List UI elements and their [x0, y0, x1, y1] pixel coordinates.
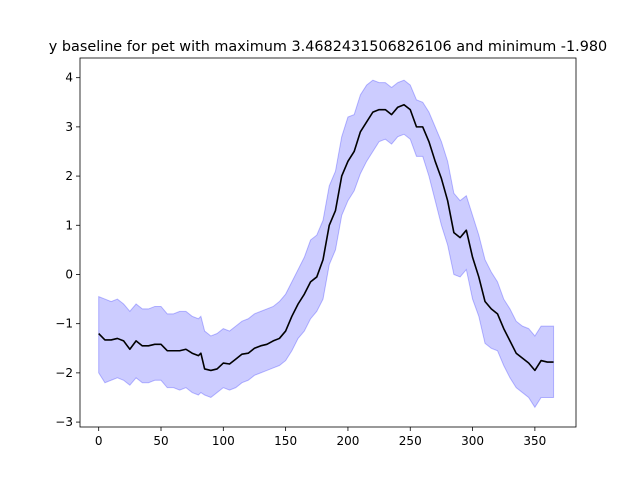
- x-tick-label: 200: [336, 434, 359, 448]
- y-axis: −3 −2 −1 0 1 2 3 4: [55, 71, 80, 429]
- x-tick-label: 350: [523, 434, 546, 448]
- x-tick-label: 100: [212, 434, 235, 448]
- y-tick-label: 4: [65, 71, 73, 85]
- y-tick-label: 3: [65, 120, 73, 134]
- series-line-layer: [98, 103, 554, 372]
- y-tick-label: −2: [55, 366, 73, 380]
- y-tick-label: 0: [65, 267, 73, 281]
- y-tick-label: 1: [65, 218, 73, 232]
- plot-area-frame: [79, 57, 577, 428]
- x-tick-label: 50: [153, 434, 168, 448]
- x-tick-label: 0: [95, 434, 103, 448]
- x-tick-label: 150: [274, 434, 297, 448]
- x-tick-label: 250: [399, 434, 422, 448]
- y-tick-label: −1: [55, 317, 73, 331]
- x-tick-label: 300: [461, 434, 484, 448]
- series-line-0: [98, 103, 554, 372]
- x-axis: 0 50 100 150 200 250 300 350: [95, 427, 546, 448]
- y-tick-label: 2: [65, 169, 73, 183]
- y-tick-label: −3: [55, 415, 73, 429]
- chart-title: y baseline for pet with maximum 3.468243…: [49, 39, 607, 55]
